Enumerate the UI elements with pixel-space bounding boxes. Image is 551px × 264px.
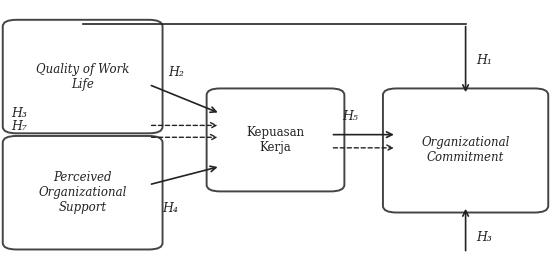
Text: H₁: H₁ xyxy=(477,54,493,67)
Text: H₅: H₅ xyxy=(342,110,358,123)
Text: Quality of Work
Life: Quality of Work Life xyxy=(36,63,129,91)
Text: Kepuasan
Kerja: Kepuasan Kerja xyxy=(246,126,305,154)
FancyBboxPatch shape xyxy=(3,136,163,249)
FancyBboxPatch shape xyxy=(383,88,548,213)
FancyBboxPatch shape xyxy=(207,88,344,191)
Text: Perceived
Organizational
Support: Perceived Organizational Support xyxy=(39,171,127,214)
Text: H₇: H₇ xyxy=(11,120,27,133)
Text: H₂: H₂ xyxy=(168,66,184,79)
Text: H₄: H₄ xyxy=(163,202,179,215)
Text: H₃: H₃ xyxy=(11,107,27,120)
Text: Organizational
Commitment: Organizational Commitment xyxy=(422,136,510,164)
Text: H₃: H₃ xyxy=(477,231,493,244)
FancyBboxPatch shape xyxy=(3,20,163,133)
